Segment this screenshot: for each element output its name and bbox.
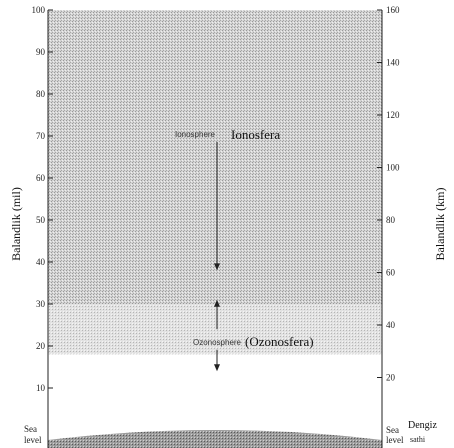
right-sea-level-label-line2: level (386, 435, 404, 445)
ozonosphere-down-arrowhead (214, 364, 220, 372)
left-sea-level-label-line2: level (24, 435, 42, 445)
right-tick-label: 120 (386, 110, 400, 120)
left-tick-label: 90 (36, 47, 46, 57)
ozonosphere-up-arrowhead (214, 299, 220, 307)
left-axis-title: Balandlik (mil) (9, 187, 23, 261)
right-tick-label: 40 (386, 320, 396, 330)
right-tick-label: 100 (386, 163, 400, 173)
left-tick-label: 50 (36, 215, 46, 225)
left-axis-ticks: 100 90 80 70 60 50 40 30 20 10 (32, 5, 53, 393)
left-tick-label: 30 (36, 299, 46, 309)
right-tick-label: 80 (386, 215, 396, 225)
ground-surface (48, 430, 382, 448)
left-tick-label: 80 (36, 89, 46, 99)
left-tick-label: 70 (36, 131, 46, 141)
right-axis-ticks: 160 140 120 100 80 60 40 20 (377, 5, 400, 383)
ozonosphere-band (48, 304, 382, 355)
right-tick-label: 140 (386, 58, 400, 68)
right-axis-title: Balandlik (km) (433, 188, 447, 261)
sea-level-label-uz-line2: sathi (410, 435, 426, 444)
right-tick-label: 60 (386, 268, 396, 278)
sea-level-label-uz: Dengiz (408, 420, 437, 431)
left-tick-label: 100 (32, 5, 46, 15)
left-sea-level-label: Sea (24, 424, 37, 434)
ozonosphere-label-uz: (Ozonosfera) (245, 334, 314, 349)
left-tick-label: 40 (36, 257, 46, 267)
ionosphere-label-en: Ionosphere (175, 130, 216, 139)
lower-atmosphere-band (48, 354, 382, 440)
ionosphere-band (48, 10, 382, 304)
right-sea-level-label: Sea (386, 425, 399, 435)
ionosphere-arrowhead (214, 263, 220, 271)
left-tick-label: 10 (36, 383, 46, 393)
left-tick-label: 60 (36, 173, 46, 183)
ionosphere-label-uz: Ionosfera (231, 127, 280, 142)
right-tick-label: 160 (386, 5, 400, 15)
left-tick-label: 20 (36, 341, 46, 351)
right-tick-label: 20 (386, 373, 396, 383)
ozonosphere-label-en: Ozonosphere (193, 338, 242, 347)
